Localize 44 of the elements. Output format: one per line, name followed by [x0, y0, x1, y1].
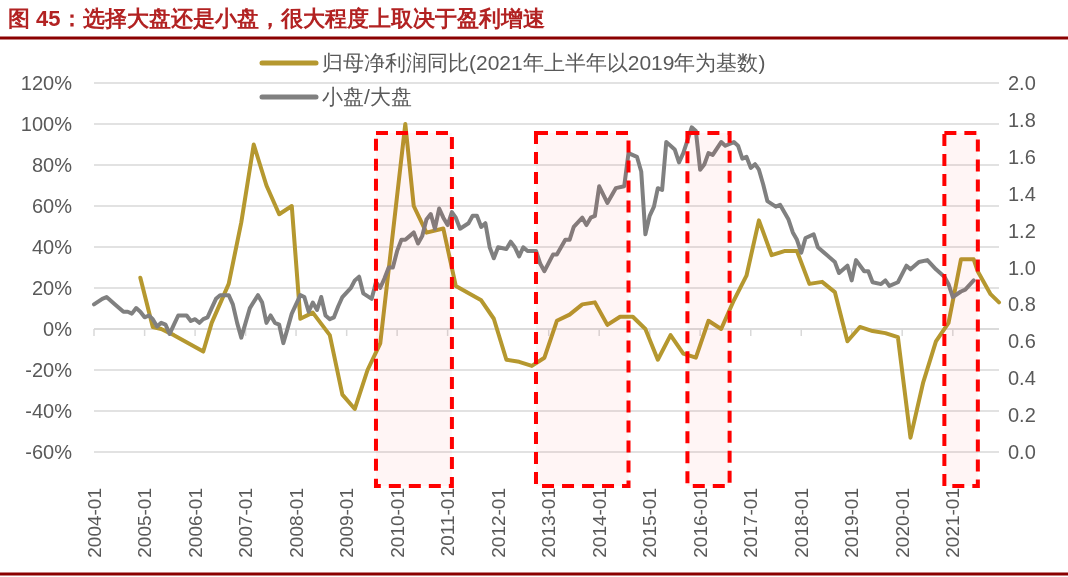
- x-tick-label: 2005-01: [134, 488, 156, 558]
- y-tick-label: -20%: [25, 359, 73, 381]
- x-tick-label: 2011-01: [437, 488, 459, 557]
- x-tick-label: 2017-01: [740, 488, 762, 558]
- y-tick-label: 100%: [20, 113, 73, 135]
- line-series: [138, 122, 1001, 440]
- y2-tick-label: 0.2: [1008, 404, 1036, 427]
- y2-tick-label: 1.2: [1008, 219, 1036, 242]
- x-tick-label: 2008-01: [285, 488, 307, 558]
- y2-tick-label: 1.8: [1008, 108, 1036, 131]
- x-tick-label: 2013-01: [538, 488, 560, 558]
- x-tick-label: 2019-01: [841, 488, 863, 558]
- x-tick-label: 2010-01: [386, 488, 408, 558]
- y2-tick-label: 0.8: [1008, 293, 1036, 316]
- legend-label: 小盘/大盘: [322, 85, 412, 109]
- y2-tick-label: 1.0: [1008, 256, 1036, 279]
- y-tick-label: 60%: [31, 195, 73, 217]
- x-tick-label: 2004-01: [83, 488, 105, 558]
- chart-title: 图 45：选择大盘还是小盘，很大程度上取决于盈利增速: [8, 6, 545, 31]
- y2-tick-label: 0.6: [1008, 330, 1036, 353]
- y2-tick-label: 0.4: [1008, 367, 1036, 390]
- line-series: [92, 125, 976, 346]
- x-tick-label: 2012-01: [487, 488, 509, 558]
- y2-tick-label: 2.0: [1008, 72, 1036, 94]
- y-tick-label: -60%: [25, 441, 73, 463]
- x-tick-label: 2015-01: [639, 488, 661, 558]
- x-tick-label: 2007-01: [235, 488, 257, 558]
- y-tick-label: 80%: [31, 154, 73, 176]
- y-tick-label: 20%: [31, 277, 73, 299]
- legend-label: 归母净利润同比(2021年上半年以2019年为基数): [322, 51, 766, 75]
- y2-tick-label: 0.0: [1008, 441, 1036, 463]
- x-tick-label: 2018-01: [790, 488, 812, 558]
- x-tick-label: 2006-01: [184, 488, 206, 558]
- y2-tick-label: 1.6: [1008, 145, 1036, 168]
- x-tick-label: 2016-01: [689, 488, 711, 558]
- y-tick-label: 40%: [31, 236, 73, 258]
- y-tick-label: -40%: [25, 400, 73, 422]
- x-tick-label: 2014-01: [588, 488, 610, 558]
- x-tick-label: 2009-01: [336, 488, 358, 558]
- x-tick-label: 2020-01: [891, 488, 913, 558]
- y2-tick-label: 1.4: [1008, 182, 1036, 205]
- x-tick-label: 2021-01: [942, 488, 964, 558]
- y-tick-label: 120%: [20, 72, 73, 94]
- y-tick-label: 0%: [43, 318, 73, 340]
